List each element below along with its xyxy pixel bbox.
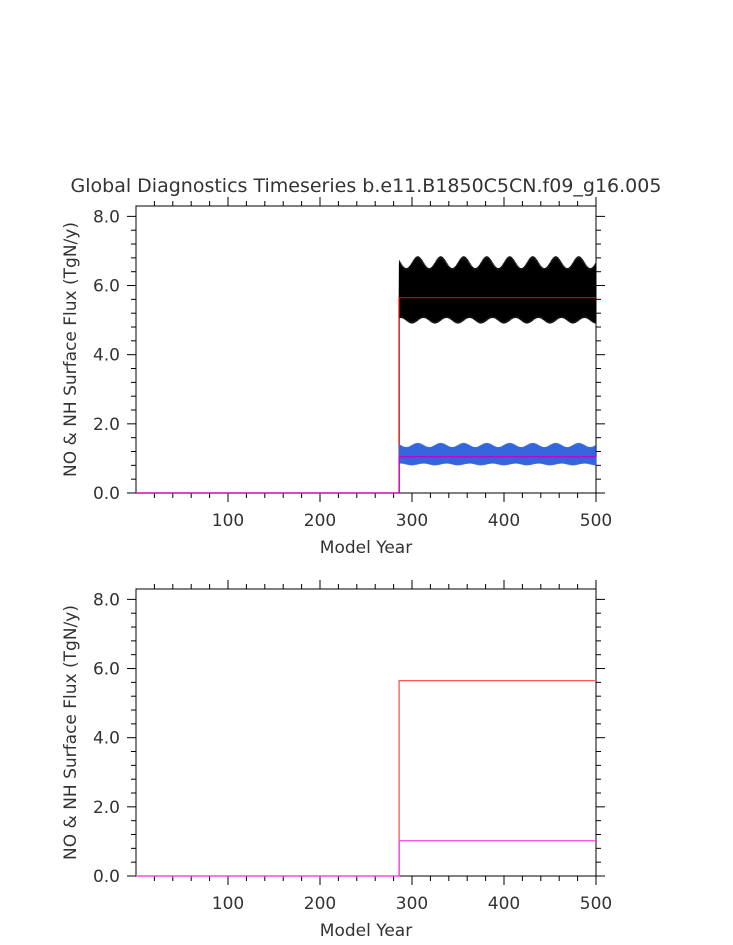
plot-frame [135, 588, 597, 877]
bottom-panel: 100 200 300 400 500 0.0 2.0 4.0 6.0 8.0 Model Year… [61, 580, 612, 941]
y-tick-label: 8.0 [93, 590, 120, 610]
series-line-2 [136, 442, 597, 494]
x-tick-label: 200 [304, 511, 336, 531]
y-axis-label: NO & NH Surface Flux (TgN/y) [61, 605, 81, 860]
x-tick-label: 100 [212, 894, 244, 914]
series-line-1 [136, 840, 596, 877]
y-tick-label: 6.0 [93, 277, 120, 297]
x-tick-label: 400 [488, 894, 520, 914]
x-tick-label: 500 [580, 511, 612, 531]
x-tick-label: 100 [212, 511, 244, 531]
y-tick-label: 4.0 [93, 346, 120, 366]
series-line-0 [136, 256, 597, 494]
x-tick-label: 400 [488, 511, 520, 531]
y-tick-label: 0.0 [93, 484, 120, 504]
x-tick-label: 300 [396, 511, 428, 531]
y-tick-label: 4.0 [93, 729, 120, 749]
x-axis-label: Model Year [320, 538, 412, 558]
series-line-3 [136, 456, 596, 494]
y-tick-label: 2.0 [93, 415, 120, 435]
y-tick-label: 6.0 [93, 660, 120, 680]
y-tick-label: 8.0 [93, 207, 120, 227]
y-tick-label: 0.0 [93, 867, 120, 887]
x-tick-label: 500 [580, 894, 612, 914]
x-tick-label: 300 [396, 894, 428, 914]
series-line-0 [136, 679, 596, 877]
y-tick-label: 2.0 [93, 798, 120, 818]
y-axis-label: NO & NH Surface Flux (TgN/y) [61, 222, 81, 477]
x-tick-label: 200 [304, 894, 336, 914]
figure-title: Global Diagnostics Timeseries b.e11.B185… [71, 175, 662, 197]
top-panel: 100 200 300 400 500 0.0 2.0 4.0 6.0 8.0 Model Year… [61, 197, 612, 558]
x-axis-label: Model Year [320, 921, 412, 941]
